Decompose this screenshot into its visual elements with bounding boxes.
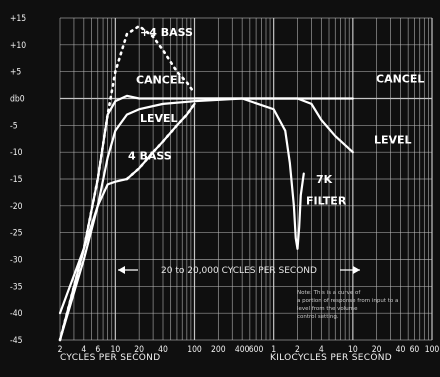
annotation-label: LEVEL [140,112,178,125]
annotation-label: CANCEL [136,73,184,86]
x-tick-label: 40 [396,345,406,355]
annotation-label: 4 BASS [128,150,172,163]
y-tick-label: -15 [10,175,23,185]
x-tick-label: 4 [319,345,324,355]
y-tick-label: -30 [10,256,23,266]
x-tick-label: 6 [95,345,100,355]
y-tick-label: -20 [10,202,23,212]
y-tick-label: -45 [10,336,23,346]
y-tick-label: +15 [10,14,26,24]
span-label: 20 to 20,000 CYCLES PER SECOND [161,266,317,276]
x-axis-title-right: KILOCYCLES PER SECOND [270,353,392,363]
annotation-label: +4 BASS [140,26,193,39]
y-tick-label: -10 [10,148,23,158]
x-axis-title-left: CYCLES PER SECOND [60,353,160,363]
span-annotation: 20 to 20,000 CYCLES PER SECOND [118,266,360,276]
note-line-2: a portion of response from input to a [297,298,398,304]
grid [59,17,433,341]
annotation-label: CANCEL [376,72,424,85]
y-tick-label: -35 [10,282,23,292]
x-tick-label: 20 [134,345,144,355]
note-line-4: control setting. [297,314,339,320]
series-curves [58,24,354,342]
series-line-0 [58,24,196,342]
x-tick-label: 60 [410,345,420,355]
series-line-5 [193,97,305,250]
y-tick-label: +10 [10,41,26,51]
series-line-2 [58,97,354,342]
y-tick-label: -40 [10,309,23,319]
x-tick-label: 10 [348,345,358,355]
annotation-label: LEVEL [374,133,412,146]
x-tick-label: 1 [271,345,276,355]
x-tick-label: 100 [187,345,202,355]
x-tick-label: 10 [110,345,120,355]
y-tick-label: -5 [10,121,18,131]
note-block: Note: This is a curve of a portion of re… [297,290,398,320]
y-tick-label: +5 [10,68,21,78]
series-line-1 [58,94,354,342]
x-tick-label: 400 [235,345,250,355]
x-tick-label: 40 [158,345,168,355]
series-annotations: +4 BASS CANCEL LEVEL 4 BASS CANCEL LEVEL 7K FIL… [128,26,424,207]
x-tick-labels: 2 4 6 10 20 40 100 200 400 600 1 2 4 10 20 40 60 100 [58,345,440,355]
y-tick-labels: +15 +10 +5 db0 -5 -10 -15 -20 -25 -30 -35 -40 -45 [10,14,26,346]
y-tick-label: -25 [10,229,23,239]
x-tick-label: 100 [425,345,440,355]
annotation-label: 7K [316,173,333,186]
x-tick-label: 4 [81,345,86,355]
x-tick-label: 200 [211,345,226,355]
note-line-3: level from the volume [297,306,358,312]
annotation-label: FILTER [306,194,347,207]
x-tick-label: 20 [372,345,382,355]
x-tick-label: 2 [58,345,63,355]
x-tick-label: 2 [295,345,300,355]
y-tick-label: db0 [10,95,25,105]
x-tick-label: 600 [249,345,264,355]
note-line-1: Note: This is a curve of [297,290,361,296]
series-line-4 [58,102,196,315]
